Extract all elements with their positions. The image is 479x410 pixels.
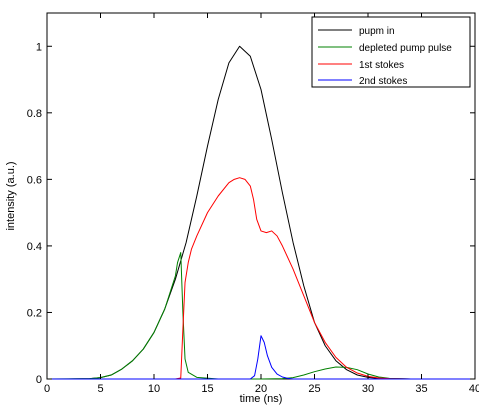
x-tick-label: 5 (97, 383, 103, 395)
y-tick-label: 0.4 (27, 241, 42, 253)
legend-box (311, 16, 471, 88)
x-tick-label: 15 (201, 383, 213, 395)
y-tick-label: 1 (36, 41, 42, 53)
series-line-1st-stokes (47, 177, 475, 380)
legend-label-pupm-in: pupm in (359, 26, 395, 37)
x-tick-label: 30 (362, 383, 374, 395)
y-tick-label: 0 (36, 374, 42, 386)
x-tick-label: 35 (415, 383, 427, 395)
x-tick-label: 25 (308, 383, 320, 395)
axis-ticks: 0 5 10 15 20 25 30 35 40 0 0.2 0.4 0.6 0.8 1 (27, 13, 479, 395)
y-tick-label: 0.2 (27, 307, 42, 319)
x-axis-label: time (ns) (240, 393, 283, 405)
series-line-depleted-pump-pulse (46, 252, 475, 380)
x-tick-label: 10 (148, 383, 160, 395)
x-tick-label: 20 (255, 383, 267, 395)
legend: pupm in depleted pump pulse 1st stokes 2… (311, 16, 471, 88)
legend-label-1st-stokes: 1st stokes (359, 60, 404, 71)
legend-label-2nd-stokes: 2nd stokes (359, 76, 407, 87)
x-tick-label: 0 (44, 383, 50, 395)
series-line-2nd-stokes (47, 335, 475, 380)
series-layer (46, 45, 475, 380)
y-tick-label: 0.6 (27, 174, 42, 186)
legend-label-depleted-pump-pulse: depleted pump pulse (359, 43, 452, 54)
y-tick-label: 0.8 (27, 108, 42, 120)
y-axis-label: intensity (a.u.) (5, 161, 17, 230)
x-tick-label: 40 (469, 383, 479, 395)
